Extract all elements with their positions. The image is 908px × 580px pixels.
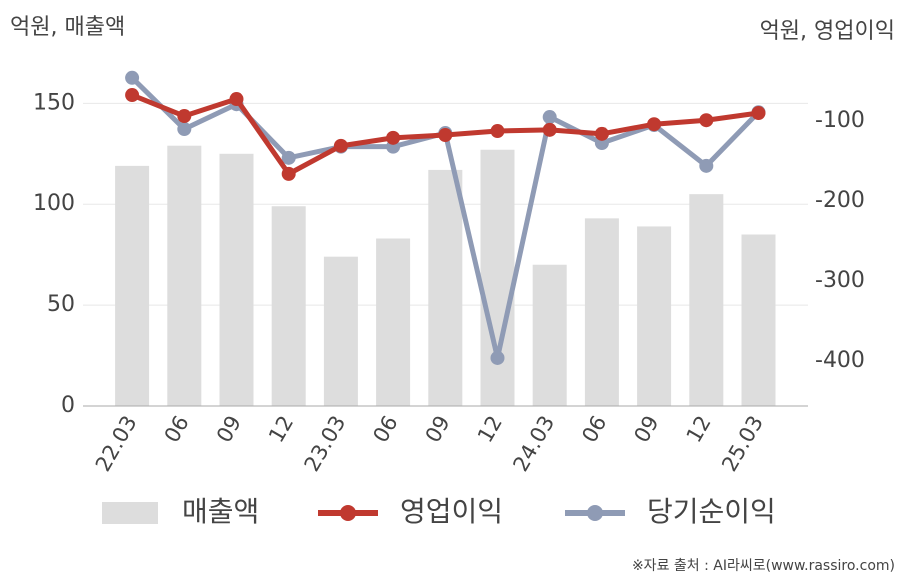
point xyxy=(333,138,348,153)
point xyxy=(438,128,453,143)
x-tick-label: 06 xyxy=(577,412,611,447)
point xyxy=(542,122,557,137)
y-axis-title: 억원, 매출액 xyxy=(10,15,125,40)
x-tick-label: 22.03 xyxy=(91,412,142,476)
bar xyxy=(428,169,463,406)
y-tick-label: 0 xyxy=(61,393,75,418)
x-tick-label: 09 xyxy=(421,412,455,447)
legend-swatch xyxy=(102,502,158,524)
x-tick-label: 24.03 xyxy=(508,412,559,476)
bar xyxy=(167,145,202,406)
y-tick-label: 50 xyxy=(47,292,75,317)
point xyxy=(542,110,557,125)
x-tick-label: 12 xyxy=(682,412,716,447)
bar xyxy=(271,206,306,406)
point xyxy=(751,106,766,121)
x-tick-label: 06 xyxy=(160,412,194,447)
legend-label: 당기순이익 xyxy=(647,495,776,528)
y2-tick-label: -300 xyxy=(815,268,865,293)
y2-tick-label: -200 xyxy=(815,188,865,213)
y-tick-label: 150 xyxy=(33,90,75,115)
bar xyxy=(741,234,776,406)
bar xyxy=(115,165,150,406)
x-tick-label: 12 xyxy=(473,412,507,447)
point xyxy=(125,70,140,85)
point xyxy=(699,113,714,128)
x-tick-label: 12 xyxy=(264,412,298,447)
point xyxy=(490,124,505,139)
point xyxy=(281,166,296,181)
bar xyxy=(532,264,567,406)
legend-swatch xyxy=(340,505,356,521)
source: ※자료 출처 : AI라씨로(www.rassiro.com) xyxy=(632,558,895,574)
x-tick-label: 06 xyxy=(368,412,402,447)
bar xyxy=(637,226,672,406)
point xyxy=(125,88,140,103)
bar xyxy=(376,238,411,406)
point xyxy=(699,158,714,173)
bar xyxy=(584,218,619,406)
y2-tick-label: -100 xyxy=(815,108,865,133)
point xyxy=(281,150,296,165)
legend-swatch xyxy=(587,505,603,521)
y-tick-label: 100 xyxy=(33,191,75,216)
point xyxy=(177,122,192,137)
bar xyxy=(480,149,515,407)
legend-label: 매출액 xyxy=(182,495,259,528)
x-tick-label: 23.03 xyxy=(300,412,351,476)
bar xyxy=(689,194,724,406)
bars xyxy=(115,145,776,407)
y2-axis-title: 억원, 영업이익 xyxy=(760,19,895,44)
point xyxy=(490,350,505,365)
legend-label: 영업이익 xyxy=(400,495,503,528)
point xyxy=(647,117,662,132)
x-tick-label: 25.03 xyxy=(717,412,768,476)
x-tick-label: 09 xyxy=(212,412,246,447)
lines xyxy=(125,70,766,365)
y2-tick-label: -400 xyxy=(815,348,865,373)
x-tick-label: 09 xyxy=(629,412,663,447)
bar xyxy=(323,256,358,406)
point xyxy=(177,109,192,124)
point xyxy=(386,130,401,145)
point xyxy=(594,126,609,141)
bar xyxy=(219,153,254,406)
point xyxy=(229,92,244,107)
